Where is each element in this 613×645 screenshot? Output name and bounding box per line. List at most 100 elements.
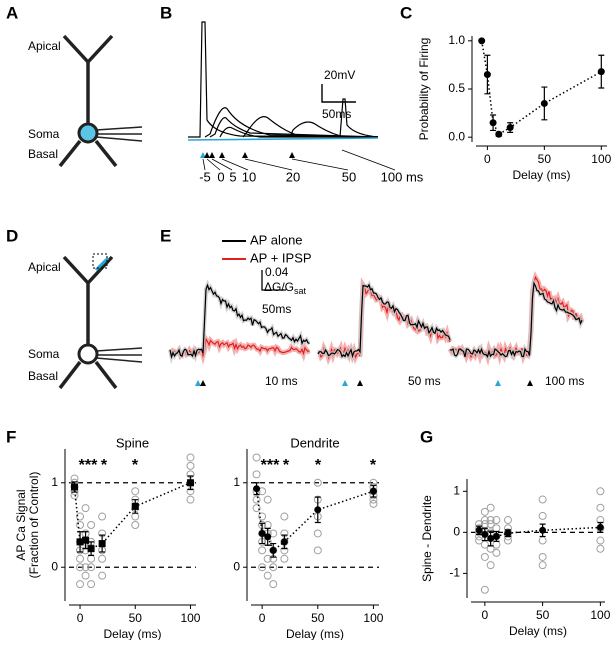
panel-letter: E	[160, 226, 171, 245]
data-point	[253, 485, 261, 493]
cell-point	[480, 507, 489, 516]
cell-point	[98, 571, 107, 580]
significance: ***	[79, 457, 98, 474]
significance: ***	[261, 457, 280, 474]
cell-point	[252, 495, 261, 504]
cell-point	[186, 495, 195, 504]
y-tick-label: -1	[449, 566, 460, 580]
data-point	[314, 506, 322, 514]
significance: *	[315, 457, 322, 474]
cell-point	[480, 585, 489, 594]
delay-label: 100 ms	[545, 374, 584, 388]
x-tick-label: 0	[259, 611, 266, 625]
cell-point	[252, 453, 261, 462]
x-tick-label: 50	[311, 611, 325, 625]
y-axis-label: (Fraction of Control)	[27, 472, 41, 579]
significance: *	[370, 457, 377, 474]
cell-point	[503, 516, 512, 525]
x-tick-label: 0	[482, 608, 489, 622]
cell-point	[76, 512, 85, 521]
cell-point	[252, 504, 261, 513]
stim-marker	[342, 380, 348, 386]
cell-point	[81, 563, 90, 572]
significance: *	[132, 457, 139, 474]
data-point	[597, 68, 605, 76]
data-point	[475, 526, 483, 534]
significance: *	[283, 457, 290, 474]
trace	[317, 283, 451, 360]
cell-point	[486, 503, 495, 512]
x-axis-label: Delay (ms)	[286, 627, 344, 640]
panel-letter: A	[6, 3, 18, 22]
cell-point	[538, 536, 547, 545]
cell-point	[486, 561, 495, 570]
cell-point	[269, 563, 278, 572]
y-tick-label: 1	[233, 475, 240, 489]
stim-marker	[357, 380, 363, 386]
data-point	[71, 483, 79, 491]
cell-point	[313, 546, 322, 555]
scale-label: 0.04	[265, 265, 289, 279]
cell-point	[269, 580, 278, 589]
delay-label: 50 ms	[408, 374, 441, 388]
cell-point	[596, 503, 605, 512]
panel-letter: G	[420, 427, 433, 446]
cell-point	[87, 521, 96, 529]
delay-label: 0	[217, 169, 224, 184]
y-tick-label: 0	[233, 559, 240, 573]
y-tick-label: 0	[51, 559, 58, 573]
cell-point	[186, 453, 195, 462]
cell-point	[313, 478, 322, 487]
cell-point	[131, 487, 140, 496]
cell-point	[76, 554, 85, 563]
cell-point	[596, 544, 605, 553]
cell-point	[486, 516, 495, 525]
cell-point	[76, 521, 85, 529]
cell-point	[596, 487, 605, 496]
data-point	[98, 540, 106, 548]
x-tick-label: 100	[180, 611, 200, 625]
chart-title: Spine	[116, 435, 149, 450]
cell-point	[258, 546, 267, 555]
cell-point	[98, 554, 107, 563]
cell-point	[486, 520, 495, 529]
trace	[169, 283, 310, 360]
data-point	[489, 119, 497, 127]
cell-point	[503, 536, 512, 545]
x-axis-label: Delay (ms)	[509, 624, 567, 638]
cell-point	[131, 521, 140, 529]
stim-markers	[200, 149, 396, 171]
data-point	[539, 526, 547, 534]
stim-marker	[195, 380, 201, 386]
stim-marker	[200, 380, 206, 386]
cell-point	[87, 580, 96, 589]
data-point	[504, 529, 512, 537]
cell-point	[538, 511, 547, 520]
delay-label: 10	[242, 169, 256, 184]
panel-letter: B	[160, 3, 172, 22]
neuron	[58, 34, 143, 168]
label: Soma	[28, 127, 60, 141]
legend-label: AP + IPSP	[250, 250, 312, 265]
data-point	[540, 99, 548, 107]
delay-label: 5	[229, 169, 236, 184]
cell-point	[538, 495, 547, 504]
x-tick-label: 0	[77, 611, 84, 625]
chart-title: Dendrite	[290, 435, 339, 450]
data-point	[186, 479, 194, 487]
data-point	[506, 124, 514, 132]
cell-point	[480, 520, 489, 529]
trace-band	[447, 271, 585, 366]
y-tick-label: 0	[453, 525, 460, 539]
x-tick-label: 100	[591, 152, 611, 166]
data-point	[82, 536, 90, 544]
data-point	[481, 530, 489, 538]
legend-label: AP alone	[250, 232, 303, 247]
scale-label: 50ms	[262, 302, 291, 316]
delay-label: 50	[342, 169, 356, 184]
cell-point	[480, 552, 489, 561]
cell-point	[492, 540, 501, 549]
y-axis-label: Spine - Dendrite	[420, 495, 434, 582]
cell-point	[252, 470, 261, 479]
